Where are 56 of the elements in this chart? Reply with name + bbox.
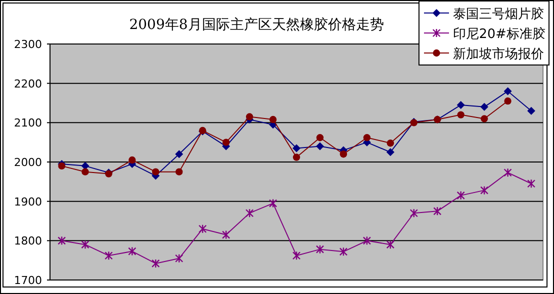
point — [82, 168, 89, 176]
point — [504, 168, 512, 178]
y-tick-label: 2200 — [14, 77, 42, 90]
point — [362, 236, 372, 246]
point — [386, 148, 394, 156]
point — [128, 156, 136, 164]
point — [504, 97, 512, 105]
point — [222, 138, 230, 146]
point — [245, 208, 254, 218]
point — [504, 87, 512, 96]
point — [480, 102, 488, 111]
point — [480, 186, 488, 195]
y-tick-label: 2300 — [14, 38, 42, 51]
point — [292, 251, 301, 260]
point — [104, 251, 113, 260]
point — [58, 162, 66, 170]
point — [175, 254, 184, 263]
point — [81, 240, 90, 250]
point — [175, 150, 184, 158]
point — [222, 230, 230, 240]
y-tick-label: 2100 — [14, 116, 42, 130]
point — [316, 134, 324, 142]
point — [386, 240, 395, 250]
point — [128, 246, 136, 256]
legend-label: 印尼20#标准胶 — [453, 27, 546, 42]
point — [480, 115, 488, 122]
legend-label: 新加坡市场报价 — [453, 47, 544, 62]
point — [316, 244, 324, 254]
point — [410, 208, 418, 218]
point — [176, 168, 183, 176]
point — [152, 168, 160, 176]
point — [386, 140, 394, 147]
chart-title: 2009年8月国际主产区天然橡胶价格走势 — [129, 17, 384, 33]
point — [292, 154, 300, 161]
point — [268, 198, 278, 208]
point — [198, 224, 207, 234]
point — [456, 190, 465, 200]
point — [340, 150, 348, 158]
point — [363, 134, 371, 142]
y-tick-label: 1700 — [14, 274, 42, 287]
point — [152, 258, 160, 268]
point — [456, 100, 465, 109]
y-tick-label: 1900 — [14, 195, 42, 208]
point — [527, 179, 536, 188]
point — [292, 144, 300, 152]
point — [339, 247, 348, 256]
point — [269, 116, 277, 124]
y-tick-label: 2000 — [14, 156, 42, 169]
point — [246, 113, 254, 120]
point — [58, 236, 66, 246]
legend-label: 泰国三号烟片胶 — [453, 7, 544, 22]
y-tick-label: 1800 — [14, 234, 42, 248]
point — [433, 206, 442, 216]
point — [316, 142, 324, 150]
point — [527, 106, 536, 115]
point — [457, 111, 464, 118]
